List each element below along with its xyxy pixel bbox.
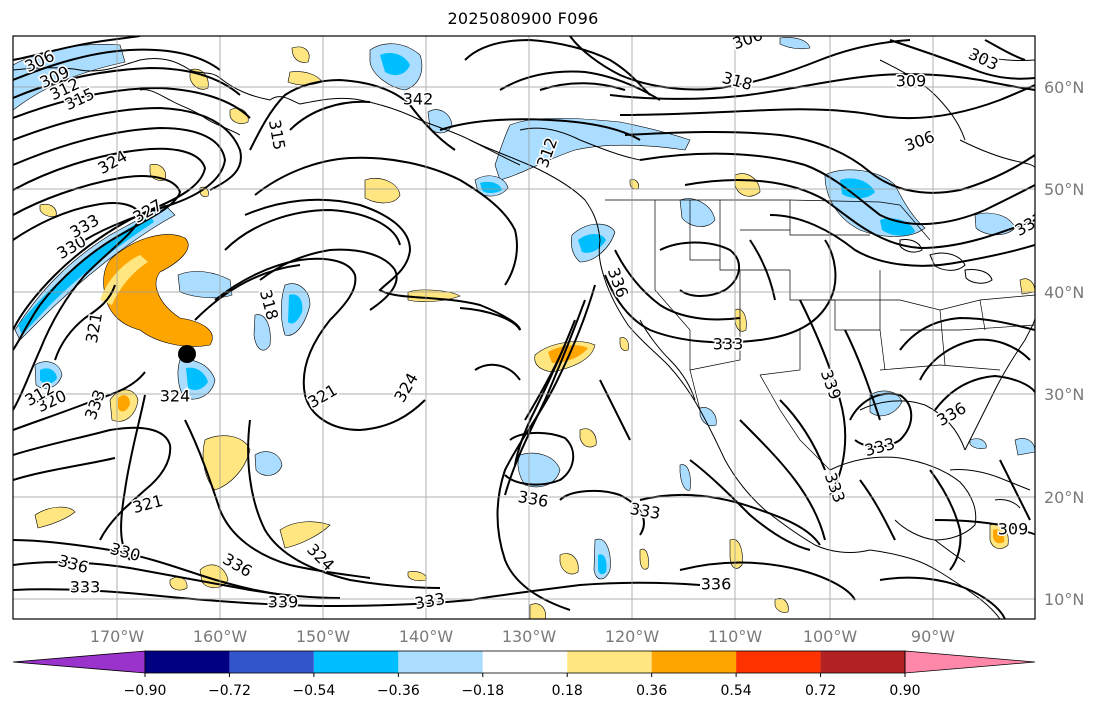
colorbar-frame <box>144 650 906 674</box>
latitude-ticks: 60°N 50°N 40°N 30°N 20°N 10°N <box>1044 78 1084 609</box>
contour-label: 342 <box>403 90 434 109</box>
latitude-tick-label: 30°N <box>1044 385 1084 404</box>
colorbar-swatch <box>820 651 905 673</box>
plot-frame <box>12 35 1036 620</box>
storm-center-dot <box>178 345 196 363</box>
colorbar-tick-label: −0.72 <box>208 683 251 699</box>
contour-label: 309 <box>896 72 927 91</box>
longitude-tick-label: 120°W <box>605 627 660 646</box>
colorbar-swatch <box>567 651 652 673</box>
latitude-tick-label: 60°N <box>1044 78 1084 97</box>
colorbar-extend-high <box>904 650 1036 674</box>
colorbar-tick-label: 0.54 <box>721 683 752 699</box>
longitude-tick-label: 130°W <box>502 627 557 646</box>
longitude-tick-label: 90°W <box>911 627 955 646</box>
latitude-tick-label: 50°N <box>1044 180 1084 199</box>
longitude-tick-label: 140°W <box>399 627 454 646</box>
colorbar-extend-low <box>12 650 146 674</box>
contour-label: 333 <box>70 578 101 597</box>
longitude-tick-label: 170°W <box>90 627 145 646</box>
colorbar-tick-label: −0.36 <box>377 683 420 699</box>
latitude-tick-label: 40°N <box>1044 283 1084 302</box>
political-boundaries <box>605 199 1035 471</box>
colorbar-tick-label: 0.72 <box>805 683 836 699</box>
colorbar <box>12 650 1036 674</box>
contour-label: 333 <box>713 335 744 354</box>
longitude-ticks: 170°W 160°W 150°W 140°W 130°W 120°W 110°W 100°W… <box>90 627 955 646</box>
longitude-tick-label: 100°W <box>803 627 858 646</box>
colorbar-swatch <box>482 651 568 673</box>
contour-label: 324 <box>160 387 191 406</box>
latitude-tick-label: 20°N <box>1044 488 1084 507</box>
contour-label: 336 <box>701 575 732 594</box>
contour-lines <box>13 36 1035 619</box>
colorbar-swatch <box>736 651 821 673</box>
colorbar-tick-label: 0.90 <box>889 683 920 699</box>
colorbar-tick-label: −0.90 <box>124 683 167 699</box>
colorbar-tick-label: 0.18 <box>552 683 583 699</box>
colorbar-swatch <box>651 651 737 673</box>
longitude-tick-label: 110°W <box>708 627 763 646</box>
graticule <box>13 36 1035 619</box>
map-title: 2025080900 F096 <box>447 9 599 28</box>
contour-label: 339 <box>268 593 299 612</box>
longitude-tick-label: 160°W <box>193 627 248 646</box>
colorbar-swatch <box>398 651 483 673</box>
colorbar-swatch <box>145 651 230 673</box>
latitude-tick-label: 10°N <box>1044 590 1084 609</box>
colorbar-tick-label: −0.54 <box>292 683 335 699</box>
colorbar-ticks: −0.90 −0.72 −0.54 −0.36 −0.18 0.18 0.36 0.54 0.7… <box>124 673 921 699</box>
colorbar-tick-label: 0.36 <box>636 683 667 699</box>
colorbar-swatch <box>229 651 314 673</box>
longitude-tick-label: 150°W <box>296 627 351 646</box>
colorbar-swatch <box>313 651 399 673</box>
contour-label: 309 <box>998 520 1029 539</box>
colorbar-tick-label: −0.18 <box>461 683 504 699</box>
